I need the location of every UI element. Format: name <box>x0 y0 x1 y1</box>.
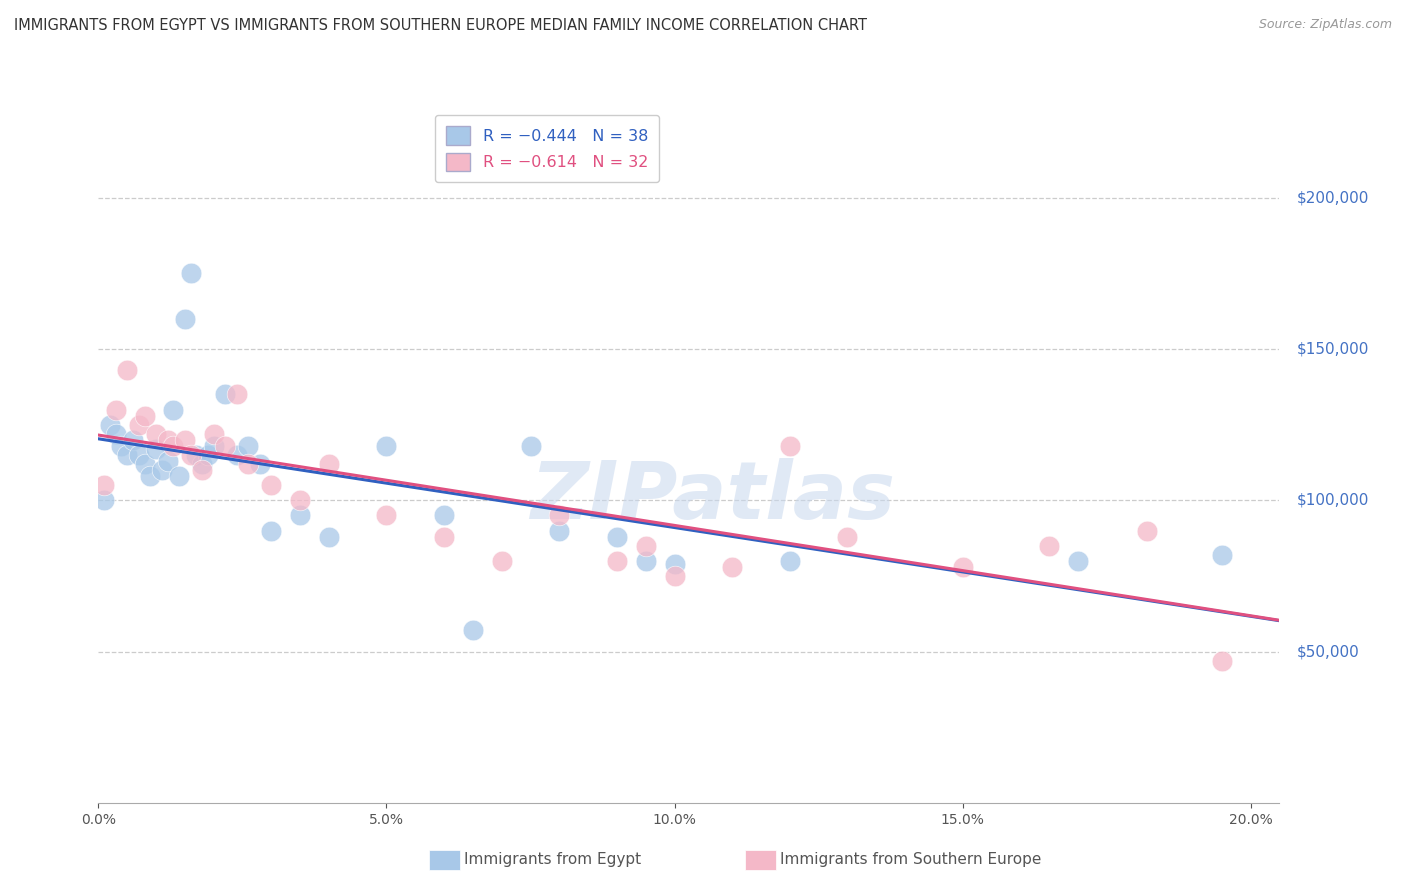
Point <box>1067 554 1090 568</box>
Point <box>721 559 744 574</box>
Point <box>1136 524 1159 538</box>
Text: Source: ZipAtlas.com: Source: ZipAtlas.com <box>1258 18 1392 31</box>
Point <box>260 478 283 492</box>
Point <box>779 439 801 453</box>
Point <box>1211 548 1233 562</box>
Point <box>115 363 138 377</box>
Point <box>375 439 398 453</box>
Point <box>249 457 271 471</box>
Point <box>173 311 195 326</box>
Point <box>98 417 121 432</box>
Point <box>779 554 801 568</box>
Point <box>952 559 974 574</box>
Point <box>837 530 859 544</box>
Point <box>173 433 195 447</box>
Point <box>162 439 184 453</box>
Point <box>191 463 214 477</box>
Text: ZIPatlas: ZIPatlas <box>530 458 896 536</box>
Point <box>433 508 456 523</box>
Legend: R = −0.444   N = 38, R = −0.614   N = 32: R = −0.444 N = 38, R = −0.614 N = 32 <box>434 115 659 182</box>
Point <box>145 442 167 456</box>
Point <box>115 448 138 462</box>
Point <box>202 439 225 453</box>
Point <box>433 530 456 544</box>
Point <box>104 402 127 417</box>
Point <box>375 508 398 523</box>
Point <box>1211 654 1233 668</box>
Point <box>491 554 513 568</box>
Point <box>318 457 340 471</box>
Point <box>104 426 127 441</box>
Point <box>664 557 686 571</box>
Point <box>260 524 283 538</box>
Point <box>139 469 162 483</box>
Point <box>110 439 132 453</box>
Point <box>214 387 236 401</box>
Point <box>180 448 202 462</box>
Point <box>167 469 190 483</box>
Point <box>134 409 156 423</box>
Point <box>288 493 311 508</box>
Point <box>606 554 628 568</box>
Point <box>93 493 115 508</box>
Point <box>634 554 657 568</box>
Point <box>548 508 571 523</box>
Point <box>180 267 202 281</box>
Point <box>634 539 657 553</box>
Point <box>238 439 260 453</box>
Point <box>93 478 115 492</box>
Point <box>128 417 150 432</box>
Text: Immigrants from Egypt: Immigrants from Egypt <box>464 853 641 867</box>
Text: $150,000: $150,000 <box>1296 342 1368 357</box>
Point <box>214 439 236 453</box>
Point <box>186 448 208 462</box>
Point <box>162 402 184 417</box>
Point <box>145 426 167 441</box>
Point <box>128 448 150 462</box>
Point <box>202 426 225 441</box>
Point <box>238 457 260 471</box>
Point <box>197 448 219 462</box>
Point <box>461 624 484 638</box>
Point <box>150 463 173 477</box>
Point <box>519 439 541 453</box>
Point <box>548 524 571 538</box>
Point <box>606 530 628 544</box>
Point <box>122 433 145 447</box>
Text: $200,000: $200,000 <box>1296 190 1368 205</box>
Point <box>288 508 311 523</box>
Point <box>156 433 179 447</box>
Point <box>1038 539 1060 553</box>
Point <box>225 448 247 462</box>
Point <box>225 387 247 401</box>
Text: Immigrants from Southern Europe: Immigrants from Southern Europe <box>780 853 1042 867</box>
Point <box>318 530 340 544</box>
Point <box>664 569 686 583</box>
Point <box>156 454 179 468</box>
Text: $50,000: $50,000 <box>1296 644 1360 659</box>
Point <box>191 457 214 471</box>
Text: $100,000: $100,000 <box>1296 492 1368 508</box>
Point <box>134 457 156 471</box>
Text: IMMIGRANTS FROM EGYPT VS IMMIGRANTS FROM SOUTHERN EUROPE MEDIAN FAMILY INCOME CO: IMMIGRANTS FROM EGYPT VS IMMIGRANTS FROM… <box>14 18 868 33</box>
